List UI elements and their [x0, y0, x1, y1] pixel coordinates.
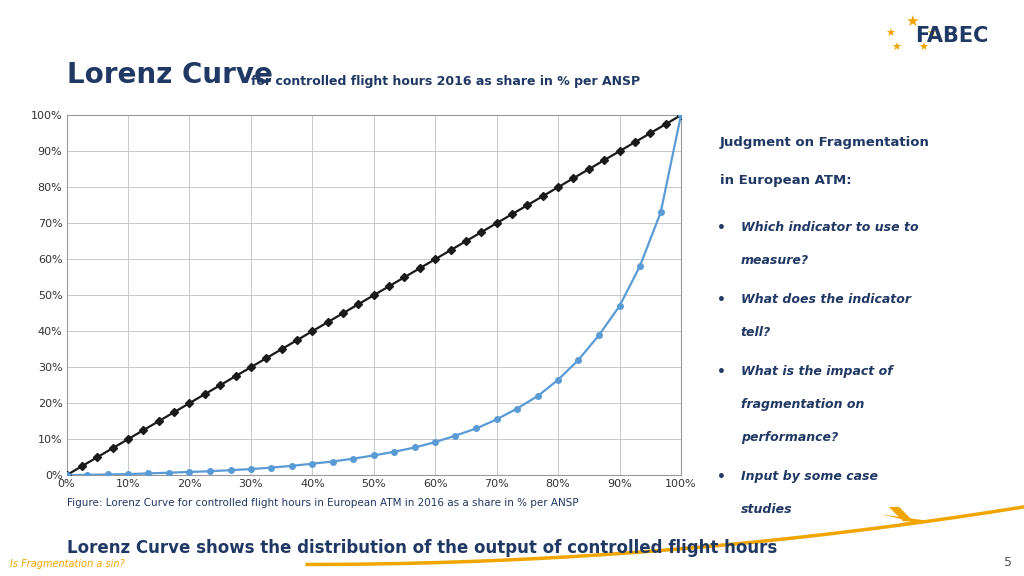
Text: ★: ★	[904, 14, 919, 29]
Text: ★: ★	[885, 29, 895, 39]
Text: Figure: Lorenz Curve for controlled flight hours in European ATM in 2016 as a sh: Figure: Lorenz Curve for controlled flig…	[67, 498, 579, 508]
Text: What is the impact of: What is the impact of	[740, 365, 893, 378]
PathPatch shape	[881, 514, 932, 528]
Text: Which indicator to use to: Which indicator to use to	[740, 221, 919, 234]
Text: FABEC: FABEC	[914, 26, 988, 46]
Text: fragmentation on: fragmentation on	[740, 398, 864, 411]
Text: performance?: performance?	[740, 431, 838, 444]
Text: Lorenz Curve shows the distribution of the output of controlled flight hours: Lorenz Curve shows the distribution of t…	[67, 539, 777, 556]
Text: for controlled flight hours 2016 as share in % per ANSP: for controlled flight hours 2016 as shar…	[251, 74, 640, 88]
Text: in European ATM:: in European ATM:	[720, 173, 851, 187]
Text: •: •	[717, 293, 725, 307]
Text: ★: ★	[891, 43, 901, 53]
Text: measure?: measure?	[740, 254, 809, 267]
Text: What does the indicator: What does the indicator	[740, 293, 910, 306]
Text: ★: ★	[919, 43, 929, 53]
Text: ★: ★	[926, 29, 936, 39]
Text: •: •	[717, 221, 725, 235]
Text: studies: studies	[740, 503, 793, 516]
Text: tell?: tell?	[740, 326, 771, 339]
Text: 5: 5	[1004, 556, 1012, 569]
Text: Input by some case: Input by some case	[740, 470, 878, 483]
Text: Lorenz Curve: Lorenz Curve	[67, 61, 272, 89]
Text: •: •	[717, 470, 725, 484]
Text: •: •	[717, 365, 725, 379]
Text: Is Fragmentation a sin?: Is Fragmentation a sin?	[10, 559, 125, 569]
PathPatch shape	[889, 507, 913, 521]
Text: Judgment on Fragmentation: Judgment on Fragmentation	[720, 136, 930, 149]
